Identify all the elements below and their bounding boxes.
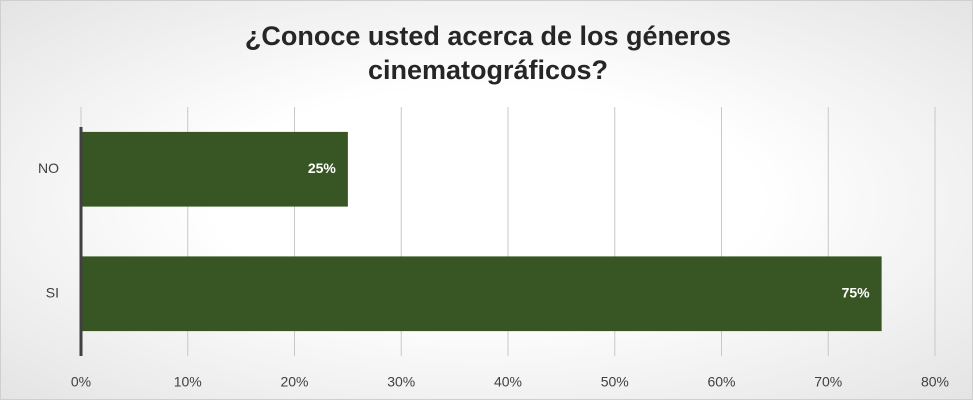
y-tick-label: NO [38,160,59,176]
x-tick-label: 20% [280,374,308,390]
bar [81,256,882,332]
x-tick-label: 10% [174,374,202,390]
bar [81,131,348,207]
x-tick-label: 0% [71,374,91,390]
x-tick-label: 60% [707,374,735,390]
value-label: 25% [308,160,337,176]
x-tick-label: 70% [814,374,842,390]
x-tick-label: 50% [601,374,629,390]
x-tick-label: 80% [921,374,949,390]
y-tick-label: SI [46,284,59,300]
x-tick-label: 40% [494,374,522,390]
x-tick-label: 30% [387,374,415,390]
chart-title: ¿Conoce usted acerca de los géneros cine… [244,21,732,85]
value-label: 75% [842,284,871,300]
